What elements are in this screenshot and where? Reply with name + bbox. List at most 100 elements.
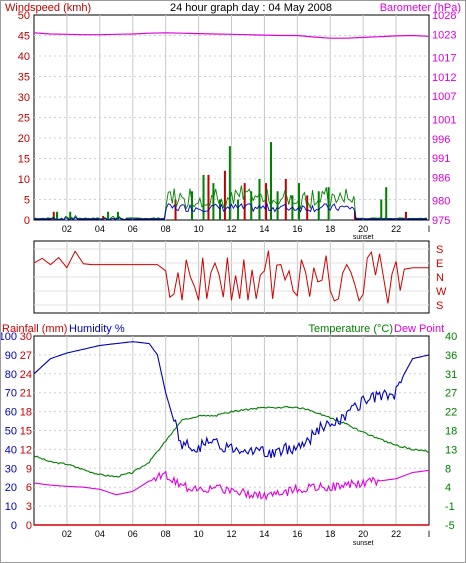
wind-peak-bar — [404, 211, 407, 220]
sunset-label: sunset — [353, 234, 374, 241]
barometer-tick-label: 1028 — [432, 10, 456, 22]
rainfall-tick-label: 30 — [20, 331, 32, 343]
windspeed-tick-label: 35 — [18, 72, 30, 84]
rainfall-tick-label: 12 — [20, 444, 32, 456]
wind-x-tick-label: 22 — [391, 224, 401, 234]
wind-peak-bar — [107, 211, 110, 220]
wind-x-tick-label: I — [428, 224, 431, 234]
humidity-line — [33, 341, 430, 459]
humidity-tick-label: 30 — [5, 463, 17, 475]
temperature-tick-label: 31 — [445, 369, 457, 381]
humidity-tick-label: 60 — [5, 407, 17, 419]
dewpoint-line — [33, 469, 430, 502]
wind-peak-bar — [218, 199, 221, 220]
wind-x-tick-label: 10 — [194, 224, 204, 234]
wind-average-line — [34, 202, 427, 221]
page-title: 24 hour graph day : 04 May 2008 — [170, 2, 332, 14]
wind-peak-bar — [270, 142, 272, 220]
wind-x-tick-label: 14 — [259, 224, 269, 234]
humidity-tick-label: 100 — [1, 331, 17, 343]
rainfall-tick-label: 15 — [20, 426, 32, 438]
rainfall-tick-label: 9 — [26, 463, 32, 475]
temperature-tick-label: 4 — [445, 482, 451, 494]
windspeed-tick-label: 20 — [18, 133, 30, 145]
wind-peak-bar — [276, 191, 279, 220]
barometer-tick-label: 996 — [432, 134, 450, 146]
climate-x-tick-label: I — [428, 529, 431, 539]
temperature-tick-label: 8 — [445, 463, 451, 475]
wind-x-tick-label: 08 — [161, 224, 171, 234]
barometer-tick-label: 1017 — [432, 53, 456, 65]
wind-x-tick-label: 18 — [325, 224, 335, 234]
barometer-tick-label: 991 — [432, 153, 450, 165]
humidity-tick-label: 40 — [5, 444, 17, 456]
wind-x-tick-label: 20 — [358, 224, 368, 234]
humidity-tick-label: 20 — [5, 482, 17, 494]
rainfall-tick-label: 24 — [20, 369, 32, 381]
sunset-label-bottom: sunset — [353, 540, 374, 547]
barometer-tick-label: 1007 — [432, 91, 456, 103]
temperature-axis-title: Temperature (°C) — [309, 323, 393, 335]
wind-peak-bar — [317, 191, 320, 220]
direction-tick-label: W — [436, 286, 447, 298]
barometer-tick-label: 1012 — [432, 72, 456, 84]
windspeed-tick-label: 40 — [18, 51, 30, 63]
wind-peak-bar — [56, 211, 59, 220]
wind-peak-bar — [265, 183, 268, 220]
wind-peak-bar — [223, 170, 226, 220]
wind-peak-bar — [380, 199, 383, 220]
rainfall-tick-label: 21 — [20, 388, 32, 400]
climate-x-tick-label: 16 — [292, 529, 302, 539]
climate-x-tick-label: 14 — [259, 529, 269, 539]
wind-peak-bar — [212, 183, 215, 220]
rainfall-tick-label: 6 — [26, 482, 32, 494]
direction-tick-label: S — [436, 244, 443, 256]
rainfall-tick-label: 18 — [20, 407, 32, 419]
climate-x-tick-label: 18 — [325, 529, 335, 539]
windspeed-tick-label: 15 — [18, 154, 30, 166]
wind-x-tick-label: 02 — [62, 224, 72, 234]
wind-peak-bar — [306, 195, 309, 220]
direction-tick-label: E — [436, 258, 443, 270]
temperature-tick-label: 13 — [445, 444, 457, 456]
humidity-tick-label: 90 — [5, 350, 17, 362]
climate-x-tick-label: 20 — [358, 529, 368, 539]
climate-x-tick-label: 10 — [194, 529, 204, 539]
wind-peak-bar — [258, 179, 261, 220]
direction-tick-label: S — [436, 300, 443, 312]
wind-peak-bar — [116, 211, 119, 220]
humidity-tick-label: 50 — [5, 426, 17, 438]
climate-x-tick-label: 08 — [161, 529, 171, 539]
windspeed-axis-title: Windspeed (kmh) — [5, 2, 91, 14]
temperature-tick-label: 27 — [445, 388, 457, 400]
dewpoint-axis-title: Dew Point — [394, 323, 444, 335]
humidity-tick-label: 0 — [11, 520, 17, 532]
wind-peak-bar — [237, 199, 240, 220]
temperature-tick-label: -5 — [445, 520, 455, 532]
wind-peak-bar — [228, 146, 231, 220]
windspeed-tick-label: 0 — [24, 215, 30, 227]
windspeed-tick-label: 10 — [18, 174, 30, 186]
temperature-line — [33, 406, 430, 478]
barometer-tick-label: 980 — [432, 196, 450, 208]
climate-x-tick-label: 06 — [128, 529, 138, 539]
wind-x-tick-label: 16 — [292, 224, 302, 234]
barometer-tick-label: 986 — [432, 172, 450, 184]
wind-peak-bar — [191, 191, 193, 220]
temperature-tick-label: 40 — [445, 331, 457, 343]
temperature-tick-label: 22 — [445, 407, 457, 419]
barometer-axis-title: Barometer (hPa) — [380, 2, 461, 14]
wind-peak-bar — [207, 174, 210, 220]
barometer-tick-label: 1023 — [432, 29, 456, 41]
climate-x-tick-label: 12 — [226, 529, 236, 539]
wind-x-tick-label: 12 — [226, 224, 236, 234]
direction-tick-label: N — [436, 272, 444, 284]
wind-peak-bar — [174, 199, 177, 220]
barometer-line — [33, 32, 430, 39]
humidity-axis-title: Humidity % — [69, 323, 125, 335]
windspeed-tick-label: 45 — [18, 31, 30, 43]
wind-x-tick-label: 06 — [128, 224, 138, 234]
wind-peak-bar — [284, 179, 287, 220]
wind-peak-bar — [202, 174, 205, 220]
